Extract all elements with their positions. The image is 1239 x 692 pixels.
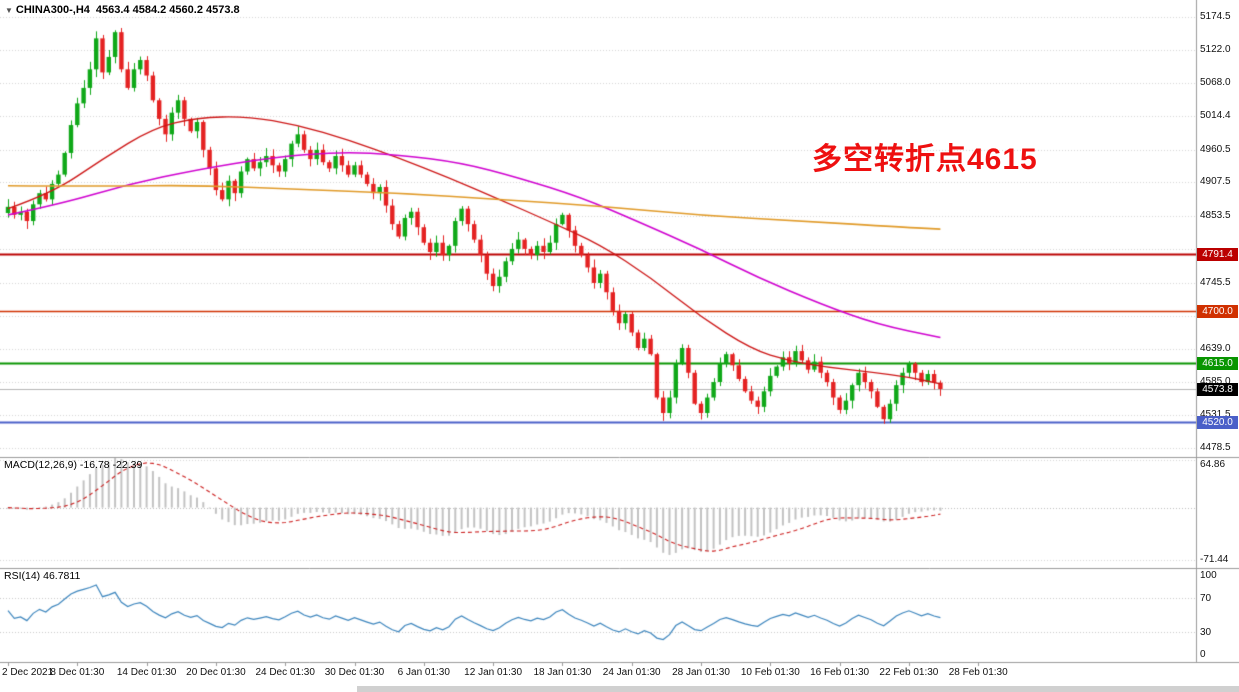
macd-values: -16.78 -22.39: [79, 459, 143, 471]
price-tick-label: 4639.0: [1200, 342, 1231, 354]
time-axis-label: 24 Jan 01:30: [602, 667, 661, 678]
macd-name: MACD(12,26,9): [4, 459, 77, 471]
annotation-text: 多空转折点4615: [812, 143, 1038, 176]
price-tick-label: 5174.5: [1200, 11, 1231, 22]
window-bottom-edge: [357, 686, 1239, 692]
price-level-badge: 4520.0: [1197, 416, 1238, 430]
macd-indicator-label: MACD(12,26,9) -16.78 -22.39: [4, 459, 142, 471]
time-axis-label: 14 Dec 01:30: [116, 667, 177, 678]
ohlc-quote: 4563.4 4584.2 4560.2 4573.8: [95, 4, 240, 16]
time-axis-label: 30 Dec 01:30: [324, 667, 385, 678]
symbol-label: CHINA300-,H4: [15, 4, 90, 16]
macd-axis-label: -71.44: [1200, 554, 1229, 565]
time-axis-label: 8 Dec 01:30: [50, 667, 105, 678]
time-axis-label: 12 Jan 01:30: [464, 667, 523, 678]
last-price-badge: 4573.8: [1197, 382, 1238, 396]
price-tick-label: 4960.5: [1200, 143, 1231, 155]
price-tick-label: 5122.0: [1200, 43, 1231, 55]
price-level-badge: 4700.0: [1197, 304, 1238, 318]
time-axis-label: 10 Feb 01:30: [740, 667, 800, 678]
time-axis-label: 18 Jan 01:30: [533, 667, 592, 678]
price-tick-label: 4585.0: [1200, 376, 1231, 388]
time-axis-label: 16 Feb 01:30: [810, 667, 870, 678]
rsi-indicator-label: RSI(14) 46.7811: [4, 570, 80, 582]
rsi-name: RSI(14): [4, 570, 41, 582]
time-axis-label: 28 Jan 01:30: [672, 667, 730, 678]
price-tick-label: 5068.0: [1200, 76, 1231, 88]
time-axis-label: 20 Dec 01:30: [186, 667, 246, 678]
time-axis-label: 28 Feb 01:30: [948, 667, 1008, 678]
rsi-axis-label: 0: [1200, 649, 1206, 660]
price-tick-label: 4531.5: [1200, 409, 1231, 421]
rsi-value: 46.7811: [43, 570, 81, 582]
time-axis-label: 22 Feb 01:30: [879, 667, 939, 678]
macd-axis-label: 64.86: [1200, 459, 1226, 470]
rsi-axis-label: 30: [1200, 627, 1212, 639]
time-axis-label: 2 Dec 2021: [2, 667, 54, 678]
time-axis-label: 6 Jan 01:30: [397, 667, 450, 678]
chevron-down-icon[interactable]: ▼: [5, 6, 13, 15]
symbol-header: ▼ CHINA300-,H4 4563.4 4584.2 4560.2 4573.8: [5, 4, 240, 16]
price-tick-label: 5014.4: [1200, 110, 1231, 122]
price-tick-label: 4853.5: [1200, 209, 1231, 221]
price-level-badge: 4791.4: [1197, 248, 1238, 262]
price-tick-label: 4478.5: [1200, 442, 1231, 453]
time-axis-label: 24 Dec 01:30: [255, 667, 315, 678]
rsi-axis-label: 100: [1200, 570, 1217, 581]
price-level-badge: 4615.0: [1197, 357, 1238, 371]
price-tick-label: 4907.5: [1200, 176, 1231, 188]
price-tick-label: 4745.5: [1200, 276, 1231, 288]
rsi-axis-label: 70: [1200, 592, 1212, 604]
